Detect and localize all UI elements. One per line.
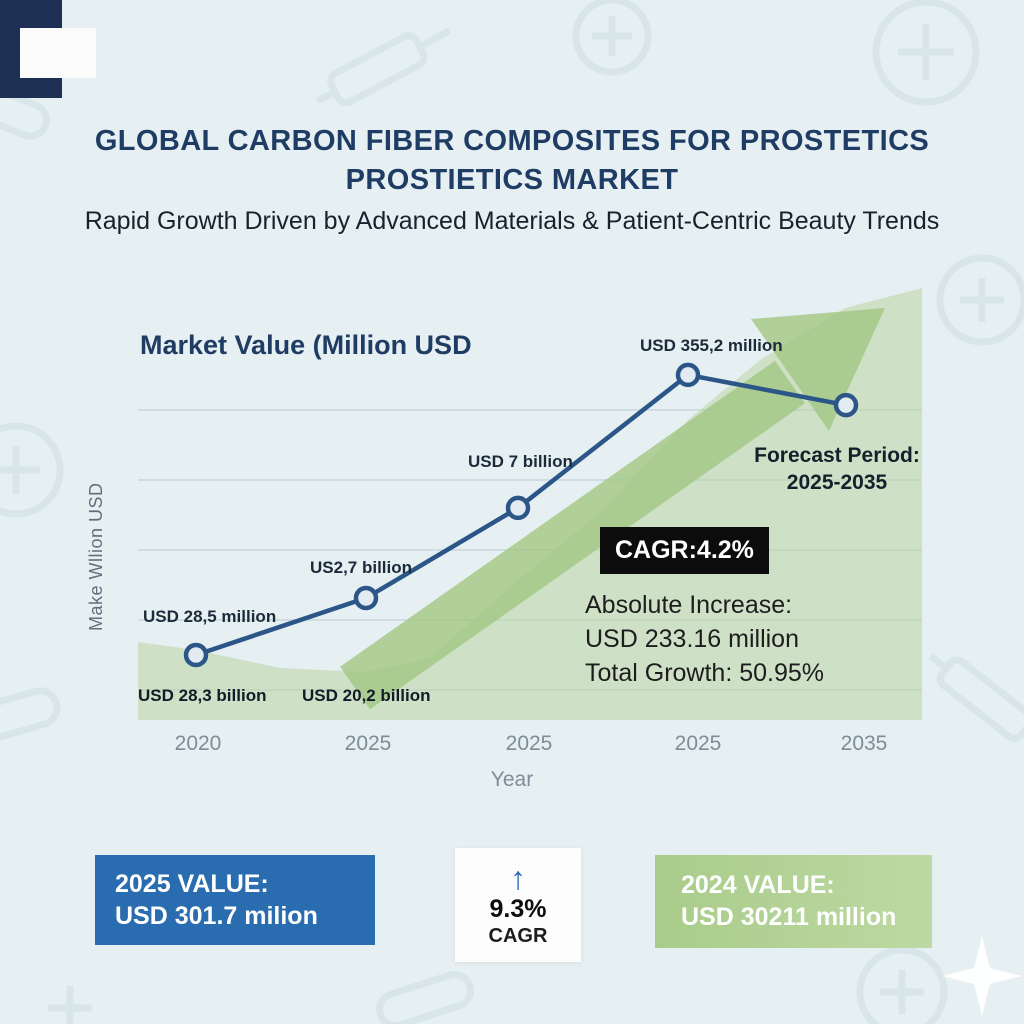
point-label: US2,7 billion bbox=[310, 558, 413, 577]
point-label: USD 28,5 million bbox=[143, 607, 277, 626]
growth-arrow bbox=[340, 308, 885, 710]
data-point-marker bbox=[353, 585, 379, 611]
value-card-2024-value: USD 30211 million bbox=[681, 903, 897, 931]
data-point-marker bbox=[183, 642, 209, 668]
x-axis-label: Year bbox=[490, 768, 534, 791]
value-card-2024: 2024 VALUE: USD 30211 million bbox=[655, 855, 932, 948]
corner-accent-white bbox=[20, 28, 96, 78]
background-capsule-icon bbox=[376, 970, 474, 1024]
sparkle-icon bbox=[942, 936, 1022, 1016]
total-growth-value: Total Growth: 50.95% bbox=[585, 659, 825, 687]
absolute-increase-label: Absolute Increase: bbox=[585, 591, 793, 619]
page-title-line1: GLOBAL CARBON FIBER COMPOSITES FOR PROST… bbox=[94, 125, 930, 157]
background-cross-circle-icon bbox=[0, 422, 64, 518]
market-value-line-chart bbox=[138, 288, 922, 720]
x-tick-label: 2020 bbox=[174, 732, 222, 755]
data-points bbox=[183, 362, 859, 668]
point-label: USD 7 billion bbox=[468, 452, 573, 471]
background-cross-icon bbox=[48, 986, 92, 1024]
background-cross-circle-icon bbox=[856, 946, 948, 1024]
below-axis-label: USD 20,2 billion bbox=[302, 686, 431, 705]
x-tick-label: 2035 bbox=[840, 732, 888, 755]
background-capsule-icon bbox=[0, 687, 61, 743]
up-arrow-icon: ↑ bbox=[510, 860, 526, 896]
forecast-period-line1: Forecast Period: bbox=[754, 444, 920, 467]
data-point-marker bbox=[505, 495, 531, 521]
background-cross-circle-icon bbox=[572, 0, 652, 76]
point-label: USD 355,2 million bbox=[640, 336, 783, 355]
cagr-card: ↑ 9.3% CAGR bbox=[455, 848, 581, 962]
background-cross-circle-icon bbox=[936, 254, 1024, 346]
data-point-marker bbox=[675, 362, 701, 388]
x-tick-label: 2025 bbox=[674, 732, 722, 755]
cagr-badge: CAGR:4.2% bbox=[600, 527, 769, 574]
value-card-2025-title: 2025 VALUE: bbox=[115, 869, 269, 898]
value-card-2025: 2025 VALUE: USD 301.7 milion bbox=[95, 855, 375, 945]
growth-stats: Absolute Increase: USD 233.16 million To… bbox=[585, 588, 824, 690]
background-cross-circle-icon bbox=[872, 0, 980, 106]
x-tick-label: 2025 bbox=[344, 732, 392, 755]
forecast-period-line2: 2025-2035 bbox=[786, 471, 888, 494]
cagr-card-label: CAGR bbox=[488, 925, 548, 947]
forecast-period-note: Forecast Period: 2025-2035 bbox=[752, 442, 922, 496]
page-title-line2: PROSTIETICS MARKET bbox=[345, 164, 679, 196]
value-card-2024-title: 2024 VALUE: bbox=[681, 871, 835, 899]
cagr-card-value: 9.3% bbox=[489, 895, 547, 923]
page-title: GLOBAL CARBON FIBER COMPOSITES FOR PROST… bbox=[0, 122, 1024, 200]
data-point-marker bbox=[833, 392, 859, 418]
background-syringe-icon bbox=[315, 27, 452, 107]
chart-title: Market Value (Million USD bbox=[140, 330, 472, 360]
value-card-2025-value: USD 301.7 milion bbox=[115, 901, 318, 930]
page-subtitle: Rapid Growth Driven by Advanced Material… bbox=[84, 207, 940, 235]
below-axis-label: USD 28,3 billion bbox=[138, 686, 267, 705]
background-syringe-icon bbox=[928, 653, 1024, 743]
absolute-increase-value: USD 233.16 million bbox=[585, 625, 799, 653]
x-tick-label: 2025 bbox=[505, 732, 553, 755]
